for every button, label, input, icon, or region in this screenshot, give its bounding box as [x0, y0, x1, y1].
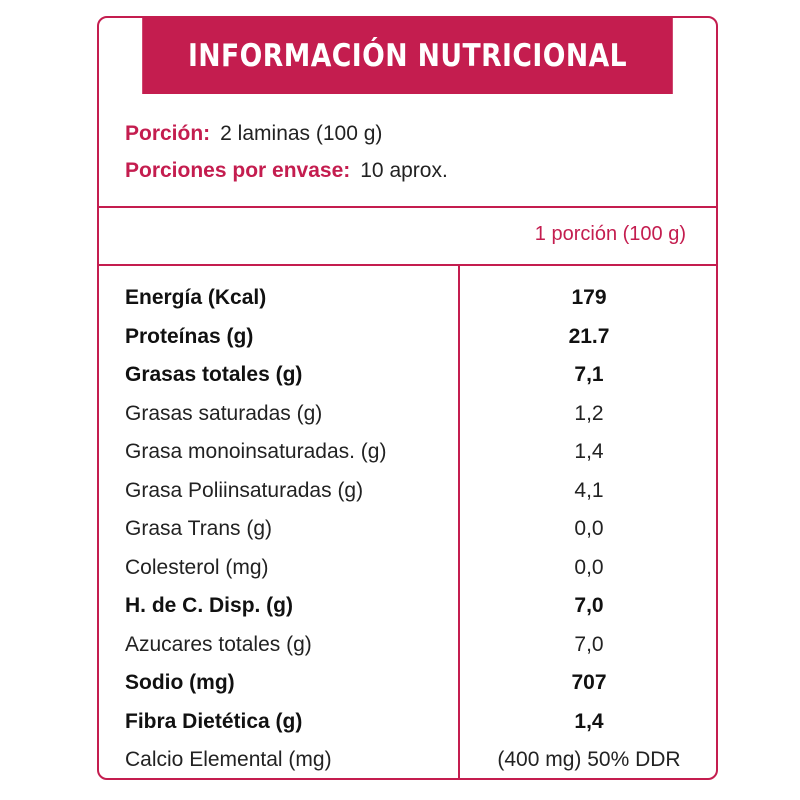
nutrient-value: 1,4: [574, 709, 604, 733]
nutrient-value: 1,2: [574, 401, 604, 425]
nutrient-name: H. de C. Disp. (g): [125, 594, 293, 617]
nutrient-name: Sodio (mg): [125, 671, 235, 694]
nutrient-name: Grasa monoinsaturadas. (g): [125, 440, 387, 463]
servings-per-container-line: Porciones por envase: 10 aprox.: [125, 152, 716, 189]
nutrient-row-calcio: Calcio Elemental (mg) (400 mg) 50% DDR: [99, 744, 716, 778]
nutrient-value: 7,0: [574, 594, 604, 617]
nutrient-row-proteinas: Proteínas (g) 21.7: [99, 321, 716, 360]
nutrient-row-fibra: Fibra Dietética (g) 1,4: [99, 706, 716, 745]
servings-per-container-label: Porciones por envase:: [125, 159, 351, 182]
nutrient-row-grasas-saturadas: Grasas saturadas (g) 1,2: [99, 398, 716, 437]
serving-size-label: Porción:: [125, 122, 211, 145]
nutrient-name: Proteínas (g): [125, 324, 254, 348]
nutrient-value: 4,1: [574, 478, 604, 502]
column-divider: [458, 266, 460, 778]
nutrient-name: Azucares totales (g): [125, 632, 312, 656]
nutrient-name: Grasas totales (g): [125, 363, 303, 386]
serving-size-line: Porción: 2 laminas (100 g): [125, 115, 716, 152]
servings-per-container-value: 10 aprox.: [360, 159, 448, 182]
column-header-row: 1 porción (100 g): [99, 208, 716, 266]
nutrient-value: 0,0: [574, 555, 604, 579]
nutrient-row-sodio: Sodio (mg) 707: [99, 667, 716, 706]
nutrient-value: 7,0: [574, 632, 604, 656]
nutrient-row-grasa-monoinsaturadas: Grasa monoinsaturadas. (g) 1,4: [99, 436, 716, 475]
nutrient-name: Grasa Trans (g): [125, 517, 273, 540]
column-header-label: 1 porción (100 g): [534, 223, 686, 245]
nutrient-value: 179: [571, 286, 607, 309]
nutrient-value: 1,4: [574, 440, 604, 463]
nutrient-table: Energía (Kcal) 179 Proteínas (g) 21.7 Gr…: [99, 282, 716, 778]
nutrient-row-colesterol: Colesterol (mg) 0,0: [99, 552, 716, 591]
serving-info: Porción: 2 laminas (100 g) Porciones por …: [99, 94, 716, 208]
nutrient-name: Grasa Poliinsaturadas (g): [125, 478, 364, 502]
nutrient-name: Energía (Kcal): [125, 286, 267, 309]
nutrient-name: Calcio Elemental (mg): [125, 748, 332, 771]
nutrition-facts-panel: INFORMACIÓN NUTRICIONAL Porción: 2 lamina…: [97, 16, 718, 780]
nutrient-value: (400 mg) 50% DDR: [497, 748, 681, 771]
nutrient-row-grasa-poliinsaturadas: Grasa Poliinsaturadas (g) 4,1: [99, 475, 716, 514]
nutrient-value: 21.7: [568, 324, 610, 348]
nutrient-row-grasa-trans: Grasa Trans (g) 0,0: [99, 513, 716, 552]
nutrient-value: 0,0: [574, 517, 604, 540]
panel-title: INFORMACIÓN NUTRICIONAL: [142, 18, 673, 94]
nutrient-value: 7,1: [574, 363, 604, 386]
nutrient-name: Colesterol (mg): [125, 555, 269, 579]
nutrient-name: Fibra Dietética (g): [125, 709, 303, 733]
nutrient-row-energia: Energía (Kcal) 179: [99, 282, 716, 321]
nutrient-name: Grasas saturadas (g): [125, 401, 323, 425]
nutrient-row-hidratos: H. de C. Disp. (g) 7,0: [99, 590, 716, 629]
nutrient-row-azucares: Azucares totales (g) 7,0: [99, 629, 716, 668]
nutrient-row-grasas-totales: Grasas totales (g) 7,1: [99, 359, 716, 398]
serving-size-value: 2 laminas (100 g): [220, 122, 383, 145]
nutrient-value: 707: [571, 671, 607, 694]
